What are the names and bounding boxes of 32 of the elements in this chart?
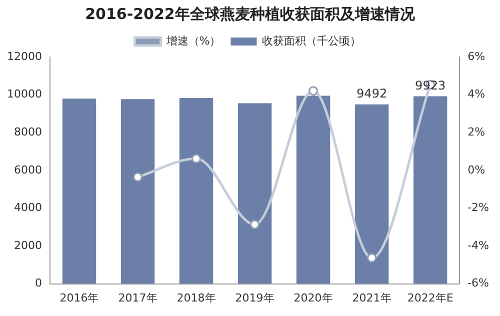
y2-tick-label: 0% bbox=[468, 163, 486, 176]
y-tick-label: 10000 bbox=[6, 88, 42, 101]
y2-tick-label: -4% bbox=[468, 238, 489, 252]
y-tick-label: 4000 bbox=[14, 201, 42, 214]
x-tick-label: 2017年 bbox=[118, 291, 158, 304]
x-tick-label: 2018年 bbox=[176, 291, 216, 304]
x-tick-label: 2022年E bbox=[407, 291, 454, 304]
y-tick-label: 12000 bbox=[6, 50, 42, 63]
bar bbox=[238, 103, 272, 284]
x-tick-label: 2020年 bbox=[294, 291, 333, 304]
bar bbox=[120, 99, 155, 284]
y2-tick-label: -2% bbox=[468, 201, 489, 214]
y-tick-label: 0 bbox=[34, 276, 42, 290]
y-tick-label: 6000 bbox=[14, 163, 42, 176]
chart-title: 2016-2022年全球燕麦种植收获面积及增速情况 bbox=[84, 4, 416, 25]
y2-tick-label: -6% bbox=[468, 276, 489, 290]
y-tick-label: 2000 bbox=[14, 238, 42, 252]
bar bbox=[179, 98, 214, 284]
bar bbox=[62, 98, 96, 284]
legend-label: 增速（%） bbox=[165, 34, 221, 48]
bar bbox=[296, 96, 330, 284]
bar bbox=[354, 104, 389, 284]
x-tick-label: 2021年 bbox=[352, 291, 392, 304]
legend-label: 收获面积（千公顷） bbox=[262, 34, 362, 48]
x-tick-label: 2016年 bbox=[60, 291, 99, 304]
y2-tick-label: 2% bbox=[468, 125, 486, 138]
y-tick-label: 8000 bbox=[14, 125, 42, 138]
y2-tick-label: 4% bbox=[468, 88, 486, 101]
bar bbox=[413, 96, 448, 284]
data-label: 9492 bbox=[356, 86, 388, 101]
y2-tick-label: 6% bbox=[468, 50, 486, 63]
x-tick-label: 2019年 bbox=[235, 291, 274, 304]
